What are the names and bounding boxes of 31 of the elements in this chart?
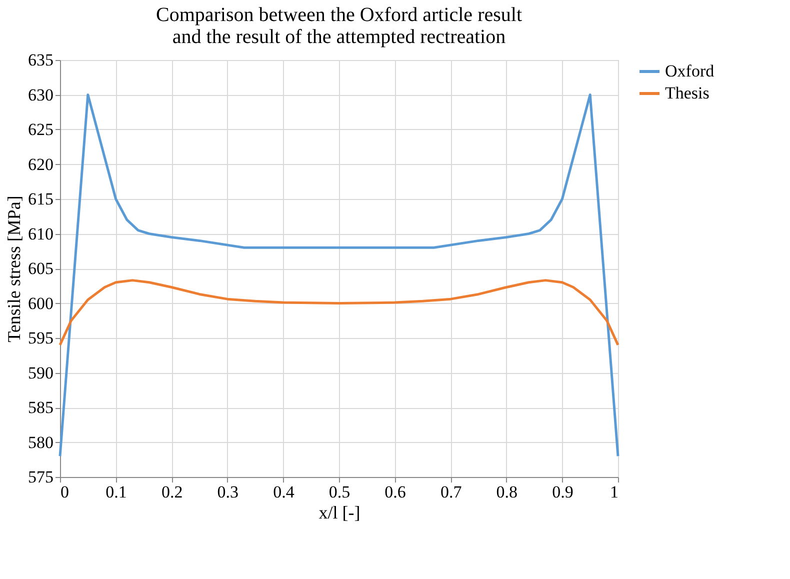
y-tick-label: 630 — [28, 85, 54, 104]
y-axis-title: Tensile stress [MPa] — [4, 196, 24, 342]
x-tick-label: 0.4 — [273, 482, 295, 502]
x-tick-label: 0 — [60, 482, 69, 502]
y-tick-label: 615 — [28, 190, 54, 208]
y-tick-label: 620 — [28, 154, 54, 174]
y-tick-label: 600 — [28, 294, 54, 313]
y-tick-label: 605 — [28, 259, 54, 278]
line-series — [58, 94, 620, 458]
x-tick-label: 1 — [610, 482, 618, 502]
x-tick-label: 0.8 — [496, 482, 518, 502]
x-tick-label: 0.9 — [552, 482, 574, 502]
x-tick-label: 0.3 — [217, 482, 239, 502]
x-tick-label: 0.6 — [384, 482, 406, 502]
y-tick-label: 575 — [28, 468, 54, 486]
y-tick-label: 625 — [28, 120, 54, 139]
x-axis-title: x/l [-] — [318, 502, 360, 522]
chart-title: Comparison between the Oxford article result and the result of the attempted rectreation — [156, 4, 522, 48]
x-tick-label: 0.7 — [440, 482, 462, 502]
y-tick-label: 610 — [28, 224, 54, 244]
legend-label: Oxford — [665, 62, 715, 80]
line-series — [58, 279, 620, 346]
x-tick-label: 0.2 — [161, 482, 183, 502]
x-tick-label: 0.5 — [328, 482, 350, 502]
y-tick-label: 635 — [28, 50, 54, 70]
x-tick-label: 0.1 — [106, 482, 127, 502]
y-tick-label: 595 — [28, 328, 54, 348]
y-tick-label: 590 — [28, 363, 54, 382]
legend-label: Thesis — [665, 84, 710, 102]
y-tick-label: 585 — [28, 398, 54, 417]
y-tick-label: 580 — [28, 432, 54, 452]
